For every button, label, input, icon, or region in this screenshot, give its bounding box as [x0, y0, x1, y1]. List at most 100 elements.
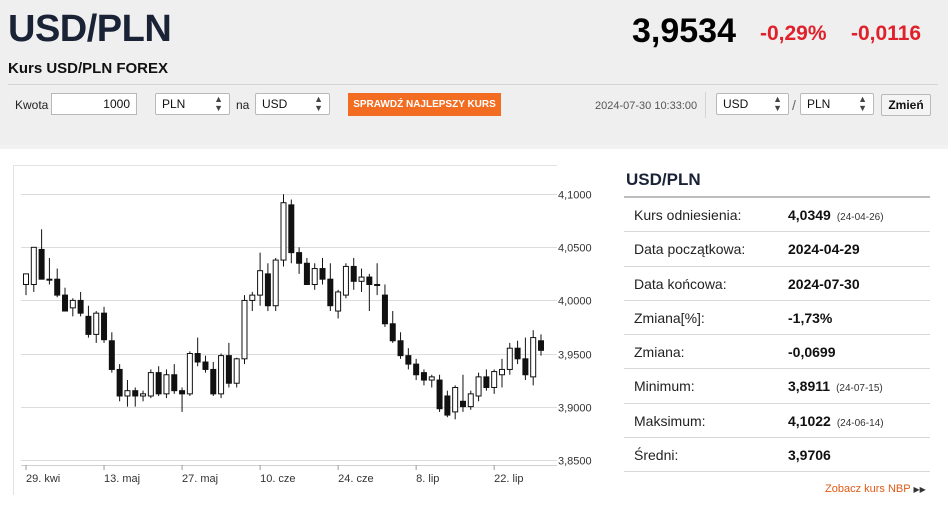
x-tick-label: 10. cze	[260, 473, 295, 485]
stats-row-number: 2024-04-29	[788, 241, 860, 258]
candle-body-up	[124, 390, 131, 397]
stats-title: USD/PLN	[624, 165, 930, 198]
candle	[459, 374, 466, 412]
candle-body-down	[413, 363, 420, 376]
stats-row-label: Zmiana:	[634, 344, 685, 361]
x-tick-label: 22. lip	[494, 473, 523, 485]
stats-row-label: Kurs odniesienia:	[634, 207, 742, 223]
candle	[514, 340, 521, 365]
candle	[179, 387, 186, 412]
candle-body-down	[381, 294, 388, 325]
candle	[69, 298, 76, 317]
stats-row-label: Data początkowa:	[634, 241, 746, 258]
candle	[249, 291, 256, 312]
amount-input[interactable]	[51, 93, 137, 115]
candle	[147, 369, 154, 399]
candle-body-up	[30, 246, 37, 285]
updown-arrow-icon: ▲ ▼	[214, 94, 223, 113]
stats-row-label: Zmiana[%]:	[634, 309, 705, 326]
candle	[483, 369, 490, 391]
candle	[163, 369, 170, 399]
candle-body-down	[459, 400, 466, 408]
updown-arrow-icon: ▲ ▼	[314, 94, 323, 113]
stats-row-value: 2024-07-30	[788, 276, 860, 292]
candle	[77, 291, 84, 317]
candle-body-up	[475, 376, 482, 397]
candle	[38, 229, 45, 280]
candle-body-up	[428, 376, 435, 381]
nbp-rate-link[interactable]: Zobacz kurs NBP ▶▶	[825, 483, 926, 495]
candle-body-down	[366, 276, 373, 285]
pair-quote-value: PLN	[807, 97, 831, 111]
candle-body-up	[530, 337, 537, 378]
candle-body-down	[350, 265, 357, 282]
page-title: USD/PLN	[8, 8, 172, 50]
candle-body-down	[389, 323, 396, 342]
candle	[272, 257, 279, 312]
stats-row: Kurs odniesienia: 4,0349 (24-04-26)	[624, 198, 930, 233]
stats-row: Data początkowa: 2024-04-29	[624, 232, 930, 267]
candle-body-down	[85, 315, 92, 335]
nbp-link-label: Zobacz kurs NBP	[825, 483, 911, 495]
header-bar: USD/PLN Kurs USD/PLN FOREX 3,9534 -0,29%…	[0, 0, 948, 145]
candle-body-down	[514, 347, 521, 360]
stats-panel: USD/PLN Kurs odniesienia: 4,0349 (24-04-26…	[624, 165, 930, 473]
candle	[202, 355, 209, 373]
candle	[405, 348, 412, 370]
to-currency-select[interactable]: USD ▲ ▼	[255, 93, 330, 115]
stats-row-label: Minimum:	[634, 378, 695, 395]
change-percent: -0,29%	[760, 22, 827, 45]
candle	[194, 337, 201, 367]
stats-row: Data końcowa: 2024-07-30	[624, 267, 930, 301]
candle-body-up	[342, 265, 349, 296]
y-tick-label: 3,8500	[558, 456, 592, 468]
pair-quote-select[interactable]: PLN ▲ ▼	[800, 93, 874, 115]
candle	[124, 380, 131, 407]
pair-base-select[interactable]: USD ▲ ▼	[716, 93, 789, 115]
stats-row-value: 4,1022 (24-06-14)	[788, 413, 884, 429]
candle	[350, 257, 357, 290]
candle-body-down	[444, 395, 451, 416]
candle-body-up	[358, 276, 365, 282]
candle-body-down	[101, 312, 108, 341]
stats-row-number: 2024-07-30	[788, 275, 860, 292]
candle-body-up	[272, 259, 279, 307]
candle	[522, 337, 529, 381]
candle-body-down	[179, 390, 186, 395]
stats-row-number: 4,1022	[788, 412, 831, 429]
candle-body-up	[467, 393, 474, 408]
stats-row-number: 3,8911	[788, 378, 831, 395]
candle-body-down	[397, 340, 404, 357]
candle-body-down	[327, 278, 334, 307]
stats-row: Minimum: 3,8911 (24-07-15)	[624, 369, 930, 404]
candle-body-down	[202, 361, 209, 370]
stats-row: Średni: 3,9706	[624, 438, 930, 473]
amount-label: Kwota	[15, 98, 49, 112]
from-currency-select[interactable]: PLN ▲ ▼	[155, 93, 230, 115]
swap-button[interactable]: Zmień	[881, 94, 931, 116]
stats-row-value: -0,0699	[788, 344, 835, 360]
candle-body-up	[93, 312, 100, 335]
candle	[366, 273, 373, 312]
candle	[108, 332, 115, 373]
candle-body-up	[452, 386, 459, 413]
stats-row-number: -1,73%	[788, 309, 833, 326]
candle-body-up	[163, 374, 170, 395]
stats-row-date: (24-04-26)	[836, 212, 884, 223]
chart-candles	[23, 194, 544, 420]
to-currency-value: USD	[262, 97, 288, 111]
stats-row-date: (24-06-14)	[836, 417, 884, 429]
y-tick-label: 4,0500	[558, 243, 592, 255]
candle	[30, 246, 37, 292]
double-chevron-right-icon: ▶▶	[913, 485, 926, 494]
x-tick-label: 13. maj	[104, 473, 140, 485]
candle	[288, 199, 295, 264]
candle	[498, 358, 505, 388]
candle-body-up	[140, 393, 147, 397]
pair-separator: /	[792, 97, 796, 113]
candle-body-up	[23, 273, 29, 285]
best-rate-button[interactable]: SPRAWDŹ NAJLEPSZY KURS	[348, 93, 501, 116]
candle-body-down	[194, 353, 201, 363]
candle	[140, 390, 147, 402]
candle-body-down	[303, 262, 310, 285]
